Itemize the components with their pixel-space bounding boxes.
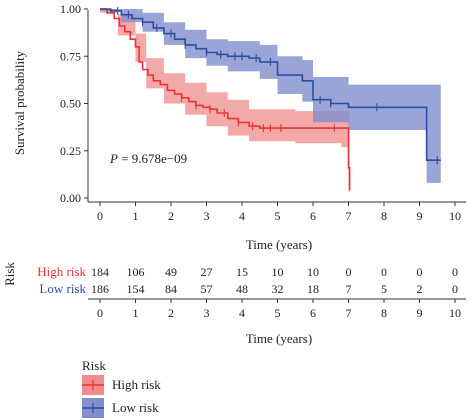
risk-count-high-risk: 184 xyxy=(91,265,109,279)
risk-count-high-risk: 0 xyxy=(417,265,423,279)
risk-count-low-risk: 48 xyxy=(236,282,248,296)
risk-count-high-risk: 0 xyxy=(452,265,458,279)
p-value: = 9.678e−09 xyxy=(118,151,187,166)
x-axis-label: Time (years) xyxy=(246,237,312,252)
risk-count-low-risk: 57 xyxy=(201,282,213,296)
y-tick-label: 1.00 xyxy=(60,2,81,16)
legend-label-high-risk: High risk xyxy=(112,377,161,392)
y-tick-label: 0.50 xyxy=(60,97,81,111)
survival-curve-high-risk xyxy=(100,8,351,191)
risk-count-low-risk: 186 xyxy=(91,282,109,296)
risk-count-low-risk: 154 xyxy=(127,282,145,296)
risk-count-low-risk: 32 xyxy=(272,282,284,296)
risk-count-high-risk: 106 xyxy=(127,265,145,279)
risk-x-tick-label: 3 xyxy=(204,306,210,320)
risk-count-low-risk: 0 xyxy=(452,282,458,296)
legend: Risk High risk Low risk xyxy=(82,358,161,418)
risk-row-label-high: High risk xyxy=(37,264,86,279)
risk-count-high-risk: 15 xyxy=(236,265,248,279)
x-tick-label: 6 xyxy=(310,209,316,223)
risk-x-tick-label: 2 xyxy=(168,306,174,320)
risk-table: Risk High risk Low risk 184 106 49 27 15 10 10… xyxy=(2,262,466,346)
risk-table-title: Risk xyxy=(2,262,17,286)
x-tick-label: 3 xyxy=(204,209,210,223)
risk-count-high-risk: 10 xyxy=(272,265,284,279)
x-tick-label: 1 xyxy=(133,209,139,223)
risk-x-tick-label: 9 xyxy=(417,306,423,320)
y-ticks: 0.00 0.25 0.50 0.75 1.00 xyxy=(60,2,88,205)
risk-count-low-risk: 7 xyxy=(346,282,352,296)
y-axis-label: Survival probability xyxy=(12,50,27,155)
y-tick-label: 0.75 xyxy=(60,49,81,63)
risk-x-tick-label: 7 xyxy=(346,306,352,320)
risk-count-high-risk: 27 xyxy=(201,265,213,279)
risk-x-tick-label: 4 xyxy=(239,306,245,320)
risk-row-label-low: Low risk xyxy=(39,281,86,296)
risk-x-tick-label: 6 xyxy=(310,306,316,320)
risk-count-high-risk: 0 xyxy=(346,265,352,279)
risk-count-low-risk: 2 xyxy=(417,282,423,296)
risk-count-high-risk: 0 xyxy=(381,265,387,279)
x-tick-label: 2 xyxy=(168,209,174,223)
x-ticks: 0 1 2 3 4 5 6 7 8 9 10 xyxy=(97,202,461,223)
ci-band-low-risk xyxy=(100,9,441,183)
risk-x-tick-label: 0 xyxy=(97,306,103,320)
p-value-annotation: P = 9.678e−09 xyxy=(109,151,187,166)
p-label: P xyxy=(109,151,118,166)
x-tick-label: 5 xyxy=(275,209,281,223)
risk-table-x-label: Time (years) xyxy=(246,331,312,346)
x-tick-label: 4 xyxy=(239,209,245,223)
legend-title: Risk xyxy=(82,358,106,373)
risk-values: 184 106 49 27 15 10 10 0 0 0 0 186 154 84 57 48 32 18 7 5 2 0 xyxy=(91,265,458,296)
risk-count-high-risk: 10 xyxy=(307,265,319,279)
risk-count-low-risk: 18 xyxy=(307,282,319,296)
risk-x-tick-label: 1 xyxy=(133,306,139,320)
curves-layer xyxy=(100,8,441,191)
bands-layer xyxy=(100,9,441,193)
censor-layer xyxy=(117,6,438,165)
y-tick-label: 0.25 xyxy=(60,144,81,158)
legend-label-low-risk: Low risk xyxy=(112,400,159,415)
ci-band-high-risk xyxy=(100,9,350,193)
risk-x-ticks: 0 1 2 3 4 5 6 7 8 9 10 xyxy=(97,299,461,320)
risk-count-low-risk: 84 xyxy=(165,282,177,296)
x-tick-label: 8 xyxy=(381,209,387,223)
x-tick-label: 7 xyxy=(346,209,352,223)
risk-x-tick-label: 8 xyxy=(381,306,387,320)
risk-x-tick-label: 5 xyxy=(275,306,281,320)
y-tick-label: 0.00 xyxy=(60,191,81,205)
x-tick-label: 0 xyxy=(97,209,103,223)
x-tick-label: 9 xyxy=(417,209,423,223)
risk-count-low-risk: 5 xyxy=(381,282,387,296)
x-tick-label: 10 xyxy=(449,209,461,223)
risk-count-high-risk: 49 xyxy=(165,265,177,279)
risk-x-tick-label: 10 xyxy=(449,306,461,320)
km-plot: 0.00 0.25 0.50 0.75 1.00 0 1 2 3 4 5 6 7 8 9 10 Surviv… xyxy=(12,2,466,252)
survival-curve-low-risk xyxy=(100,8,441,161)
